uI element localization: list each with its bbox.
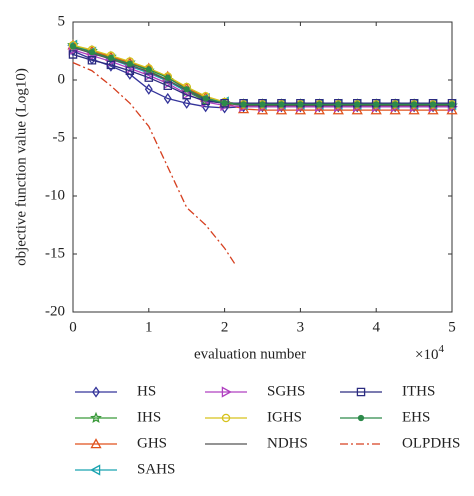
legend-entry: OLPDHS (340, 435, 460, 451)
y-tick-label: -5 (53, 129, 66, 145)
marker (448, 101, 456, 108)
x-tick-label: 5 (448, 319, 456, 335)
x-tick-label: 1 (145, 319, 153, 335)
y-tick-label: -15 (45, 245, 65, 261)
marker (297, 101, 304, 108)
legend-marker (221, 386, 232, 398)
legend-entry: NDHS (205, 435, 308, 451)
legend-label: IHS (137, 409, 161, 425)
marker (126, 60, 134, 67)
legend-entry: ITHS (340, 383, 435, 399)
marker (373, 101, 380, 108)
legend-entry: HS (75, 383, 156, 399)
marker (163, 81, 173, 91)
series-line (72, 44, 452, 111)
legend-marker (90, 438, 102, 449)
y-tick-label: 0 (58, 71, 66, 87)
y-tick-label: 5 (58, 13, 66, 29)
x-tick-label: 0 (69, 319, 77, 335)
legend-label: SGHS (267, 383, 305, 399)
marker (144, 83, 153, 95)
series-line (72, 45, 452, 106)
marker (69, 43, 77, 50)
marker (145, 66, 152, 73)
marker (183, 86, 190, 93)
marker (335, 101, 342, 108)
legend-label: HS (137, 383, 156, 399)
legend-label: NDHS (267, 435, 308, 451)
marker (163, 92, 172, 105)
marker (107, 54, 115, 62)
legend-label: GHS (137, 435, 167, 451)
legend-marker (356, 387, 366, 397)
x-axis-label: evaluation number (194, 346, 306, 362)
series-line (72, 62, 237, 266)
marker (202, 95, 209, 102)
legend-marker (357, 414, 365, 422)
marker (182, 97, 191, 109)
legend-marker (90, 411, 102, 424)
legend-label: SAHS (137, 461, 175, 477)
legend-label: OLPDHS (402, 435, 460, 451)
legend-label: IGHS (267, 409, 302, 425)
x-tick-label: 2 (221, 319, 229, 335)
legend-marker (221, 413, 231, 423)
y-axis-label: objective function value (Log10) (13, 68, 29, 266)
legend-entry: EHS (340, 409, 430, 425)
marker (240, 101, 247, 108)
marker (68, 50, 78, 59)
marker (88, 49, 96, 56)
marker (144, 73, 154, 82)
plot-frame (72, 21, 453, 313)
marker (410, 101, 418, 108)
marker (316, 101, 323, 108)
marker (391, 101, 399, 108)
legend-label: ITHS (402, 383, 435, 399)
marker (429, 101, 437, 108)
legend-marker (92, 386, 100, 398)
x-scale-exponent: 4 (438, 343, 444, 355)
marker (164, 74, 171, 81)
legend-entry: IHS (75, 409, 161, 425)
legend-marker (90, 464, 101, 476)
marker (125, 66, 135, 75)
series-line (72, 44, 452, 107)
series-line (72, 46, 452, 107)
marker (220, 98, 229, 108)
legend-entry: GHS (75, 435, 167, 451)
legend-entry: SAHS (75, 461, 175, 477)
y-tick-label: -20 (45, 303, 65, 319)
legend-entry: IGHS (205, 409, 302, 425)
marker (106, 60, 116, 70)
marker (278, 101, 285, 108)
marker (354, 101, 361, 108)
x-tick-label: 3 (297, 319, 305, 335)
x-tick-label: 4 (372, 319, 380, 335)
marker (87, 56, 97, 65)
legend-label: EHS (402, 409, 430, 425)
legend-entry: SGHS (205, 383, 305, 399)
x-scale-label: ×104 (415, 343, 444, 364)
marker (259, 101, 266, 108)
marker (221, 100, 228, 107)
y-tick-label: -10 (45, 187, 65, 203)
x-scale-base: ×10 (415, 347, 438, 363)
